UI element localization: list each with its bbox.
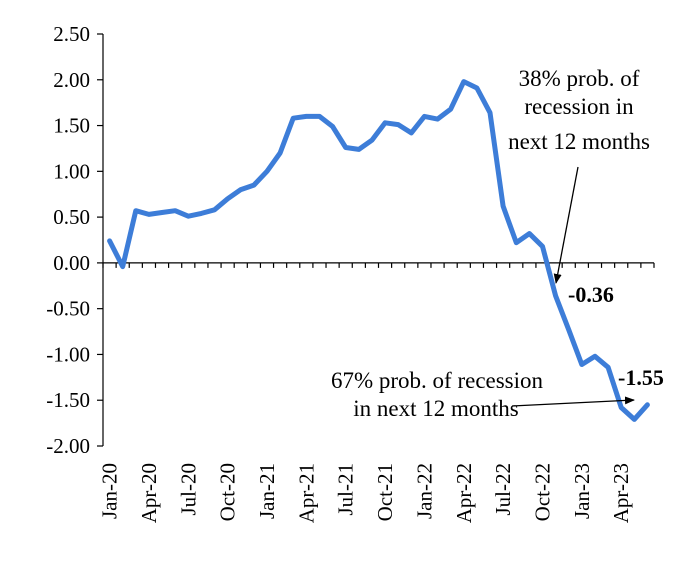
data-point	[502, 205, 504, 207]
y-tick-label: 1.00	[53, 159, 90, 183]
data-point	[292, 117, 294, 119]
series-line	[107, 79, 650, 422]
data-point	[253, 184, 255, 186]
x-tick-label: Jul-22	[491, 463, 515, 515]
data-point	[450, 108, 452, 110]
x-tick-label: Apr-22	[452, 463, 476, 523]
data-point	[397, 124, 399, 126]
annotation-upper-line2: recession in	[524, 94, 634, 119]
y-tick-label: -2.00	[46, 434, 90, 458]
data-point	[358, 148, 360, 150]
annotation-upper-line1: 38% prob. of	[519, 66, 640, 91]
data-point	[528, 233, 530, 235]
data-point	[109, 240, 111, 242]
data-point	[266, 170, 268, 172]
x-tick-label: Apr-20	[137, 463, 161, 523]
x-tick-label: Jan-22	[412, 463, 436, 519]
x-tick-label: Jul-20	[176, 463, 200, 516]
data-point	[174, 210, 176, 212]
annotation-lower-line2: in next 12 months	[353, 396, 519, 421]
annotation-upper-value: -0.36	[568, 282, 614, 307]
y-tick-label: 2.00	[53, 68, 90, 92]
data-point	[463, 81, 465, 83]
data-point	[594, 355, 596, 357]
data-point	[568, 329, 570, 331]
data-point	[515, 242, 517, 244]
x-tick-label: Apr-23	[609, 463, 633, 523]
data-point	[476, 87, 478, 89]
data-point	[161, 212, 163, 213]
data-point	[620, 407, 622, 408]
y-axis-tick-labels: 2.50 2.00 1.50 1.00 0.50 0.00 -0.50 -1.00 -1.50 -…	[46, 22, 90, 458]
data-point	[214, 209, 215, 211]
x-tick-label: Apr-21	[294, 463, 318, 523]
y-tick-label: 0.00	[53, 251, 90, 275]
annotation-upper-arrow	[553, 166, 579, 284]
data-point	[437, 118, 438, 120]
y-tick-label: 0.50	[53, 205, 90, 229]
annotations: 38% prob. of recession in next 12 months…	[331, 66, 664, 421]
data-point	[633, 418, 635, 420]
x-tick-label: Oct-22	[530, 463, 554, 521]
data-point	[135, 210, 137, 212]
series-layer	[107, 79, 650, 422]
data-point	[227, 198, 229, 200]
x-tick-label: Oct-20	[216, 463, 240, 521]
data-point	[122, 266, 124, 268]
x-tick-label: Jan-20	[98, 463, 122, 519]
data-point	[607, 366, 609, 368]
annotation-lower-arrow	[511, 396, 635, 407]
data-point	[384, 122, 386, 124]
data-point	[200, 212, 202, 214]
data-point	[581, 364, 583, 365]
data-point	[423, 115, 425, 117]
data-point	[148, 213, 150, 215]
data-point	[305, 115, 307, 117]
data-point	[319, 115, 320, 117]
x-tick-label: Oct-21	[373, 463, 397, 521]
x-tick-label: Jan-21	[255, 463, 279, 519]
x-tick-label: Jan-23	[570, 463, 594, 519]
data-point	[410, 132, 412, 134]
data-point	[279, 152, 281, 154]
y-tick-label: -0.50	[46, 297, 90, 321]
y-tick-label: 2.50	[53, 22, 90, 46]
x-tick-label: Jul-21	[334, 463, 358, 516]
annotation-upper-line3: next 12 months	[508, 129, 650, 154]
y-tick-label: -1.00	[46, 342, 90, 366]
annotation-lower-value: -1.55	[618, 365, 664, 390]
y-tick-label: 1.50	[53, 114, 90, 138]
data-point	[646, 404, 648, 406]
y-tick-label: -1.50	[46, 388, 90, 412]
annotation-lower-line1: 67% prob. of recession	[331, 368, 544, 393]
x-axis-tick-labels: Jan-20 Apr-20 Jul-20 Oct-20 Jan-21 Apr-21 Jul-…	[98, 463, 634, 523]
data-point	[345, 147, 347, 148]
data-point	[240, 189, 242, 191]
data-point	[332, 126, 334, 127]
data-point	[542, 245, 543, 247]
data-point	[187, 215, 189, 217]
data-point	[371, 139, 373, 141]
data-point	[489, 112, 491, 114]
data-point	[555, 295, 557, 297]
axes	[97, 33, 655, 447]
